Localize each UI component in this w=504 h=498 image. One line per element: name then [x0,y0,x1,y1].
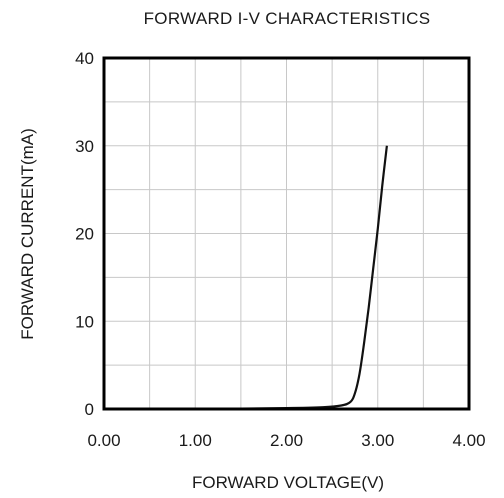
grid [104,58,469,409]
x-axis-label: FORWARD VOLTAGE(V) [192,473,384,492]
y-axis-label: FORWARD CURRENT(mA) [18,128,37,340]
x-tick-label: 2.00 [270,431,303,450]
x-tick-label: 3.00 [361,431,394,450]
x-tick-label: 0.00 [87,431,120,450]
y-tick-labels: 0 10 20 30 40 [75,49,94,419]
y-tick-label: 30 [75,137,94,156]
x-tick-label: 4.00 [452,431,485,450]
y-tick-label: 10 [75,312,94,331]
y-tick-label: 20 [75,225,94,244]
x-tick-labels: 0.00 1.00 2.00 3.00 4.00 [87,431,485,450]
y-tick-label: 0 [85,400,94,419]
chart-title: FORWARD I-V CHARACTERISTICS [144,9,431,28]
plot-frame [102,56,471,411]
x-tick-label: 1.00 [179,431,212,450]
y-tick-label: 40 [75,49,94,68]
